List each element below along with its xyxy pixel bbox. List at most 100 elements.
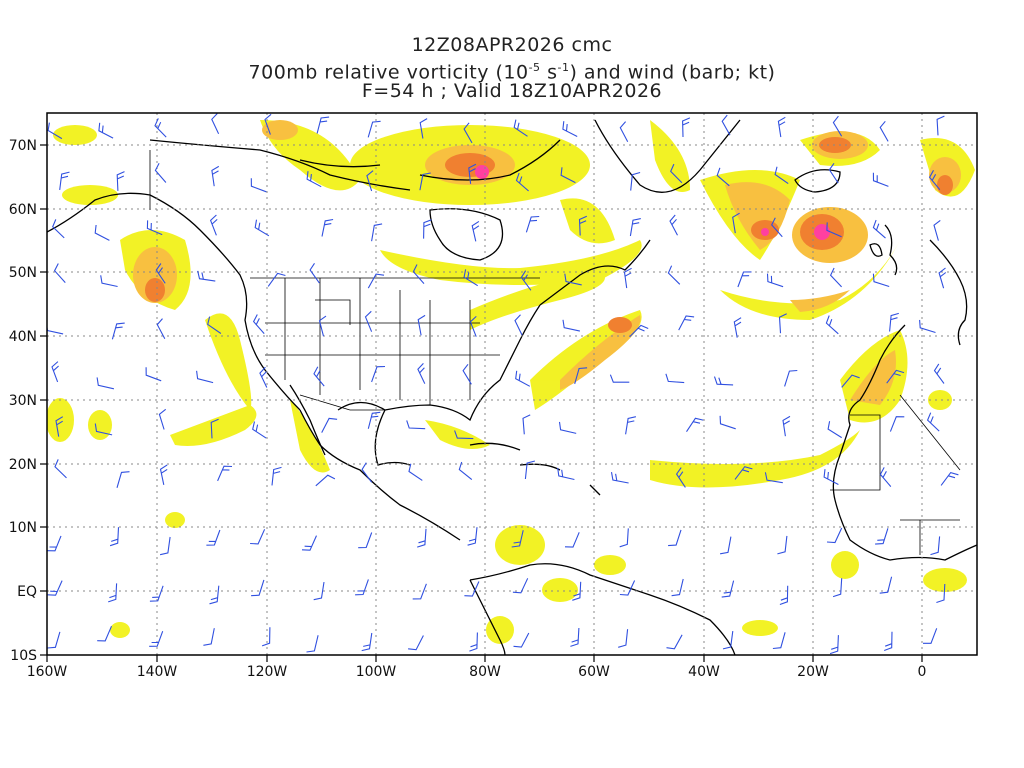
wind-barb (109, 527, 120, 547)
wind-barb (116, 471, 130, 488)
wind-barb (464, 581, 480, 597)
wind-barb (933, 363, 945, 384)
wind-barb (520, 270, 532, 291)
lat-label: 10S (10, 648, 37, 664)
wind-barb (779, 585, 789, 606)
wind-barb (562, 121, 578, 137)
wind-barb (670, 163, 683, 184)
wind-barb (564, 273, 582, 286)
lat-label: EQ (17, 584, 37, 600)
wind-barb (720, 536, 732, 555)
wind-barb (936, 583, 946, 604)
wind-barb (737, 271, 752, 288)
lon-label: 160W (27, 664, 68, 680)
title-line-3: F=54 h ; Valid 18Z10APR2026 (361, 80, 663, 102)
lon-label: 140W (137, 664, 178, 680)
wind-barb (764, 472, 783, 484)
wind-barb (525, 215, 540, 233)
wind-barb (782, 415, 791, 437)
wind-barb (463, 269, 478, 287)
wind-barb (889, 312, 899, 332)
wind-barb (766, 273, 784, 288)
wind-barb (675, 467, 686, 488)
wind-barb (47, 122, 63, 140)
wind-barb (515, 172, 529, 192)
wind-barb (55, 416, 64, 437)
wind-barb (100, 275, 118, 288)
wind-barb (722, 631, 734, 650)
wind-barb (264, 113, 272, 135)
wind-barb (671, 578, 684, 597)
wind-barb (828, 162, 839, 184)
wind-barb (251, 579, 265, 597)
wind-barb (196, 370, 214, 384)
wind-barb (250, 178, 267, 193)
wind-barb (209, 585, 220, 605)
wind-barb (872, 219, 886, 239)
wind-barb (463, 122, 473, 144)
unit-seconds: s (540, 61, 558, 84)
wind-barb (206, 529, 221, 546)
wind-barb (841, 374, 860, 388)
wind-barb (774, 166, 789, 185)
longitude-labels: 160W 140W 120W 100W 80W 60W 40W 20W 0 (27, 664, 927, 680)
wind-barb (511, 530, 524, 548)
wind-barb (560, 167, 576, 184)
wind-barb (315, 474, 336, 487)
wind-barb (462, 363, 472, 385)
wind-barb (558, 421, 577, 434)
wind-barb (625, 416, 637, 435)
wind-barb (825, 315, 839, 335)
title-line-2: 700mb relative vorticity (10-5 s-1) and … (0, 57, 1024, 83)
lat-label: 10N (9, 520, 37, 536)
wind-barb (513, 632, 530, 648)
wind-barb (313, 582, 325, 601)
wind-barb (919, 319, 936, 334)
wind-barb (557, 467, 575, 481)
wind-barb (826, 222, 842, 238)
wind-barb (669, 214, 678, 236)
latitude-labels: 70N 60N 50N 40N 30N 20N 10N EQ 10S (9, 138, 37, 664)
wind-barb (514, 314, 523, 336)
wind-barb (771, 217, 783, 238)
wind-barb (47, 535, 62, 552)
wind-barb (610, 472, 629, 484)
wind-barb (928, 170, 941, 191)
wind-barb (515, 370, 531, 387)
wind-barb (564, 532, 580, 548)
wind-barb (832, 115, 843, 137)
wind-barb (623, 267, 632, 289)
wind-barb (512, 578, 529, 594)
wind-barb (306, 171, 322, 188)
wind-barb (156, 318, 166, 339)
wind-barb (686, 417, 704, 433)
wind-barb (145, 367, 162, 382)
wind-barb (471, 220, 480, 242)
wind-barb (211, 165, 220, 187)
wind-barb (619, 121, 629, 143)
wind-barbs (47, 113, 959, 655)
wind-barb (412, 583, 427, 600)
vorticity-field (47, 120, 975, 644)
wind-barb (267, 272, 286, 287)
wind-barb (572, 581, 582, 601)
wind-barb (149, 631, 164, 647)
wind-barb (412, 264, 425, 284)
wind-barb (884, 631, 893, 652)
wind-barb (94, 224, 110, 241)
wind-barb (97, 625, 113, 642)
wind-barb (721, 114, 731, 136)
wind-barb (321, 417, 338, 433)
wind-barb (665, 373, 685, 384)
wind-barb (423, 219, 432, 239)
map-frame (46, 112, 978, 656)
wind-barb (777, 535, 788, 555)
wind-barb (829, 635, 839, 655)
wind-barb (872, 172, 889, 187)
wind-barb (210, 418, 219, 439)
wind-barb (879, 576, 893, 594)
wind-barb (259, 366, 268, 388)
wind-barb (371, 365, 386, 383)
wind-barb (522, 414, 531, 435)
